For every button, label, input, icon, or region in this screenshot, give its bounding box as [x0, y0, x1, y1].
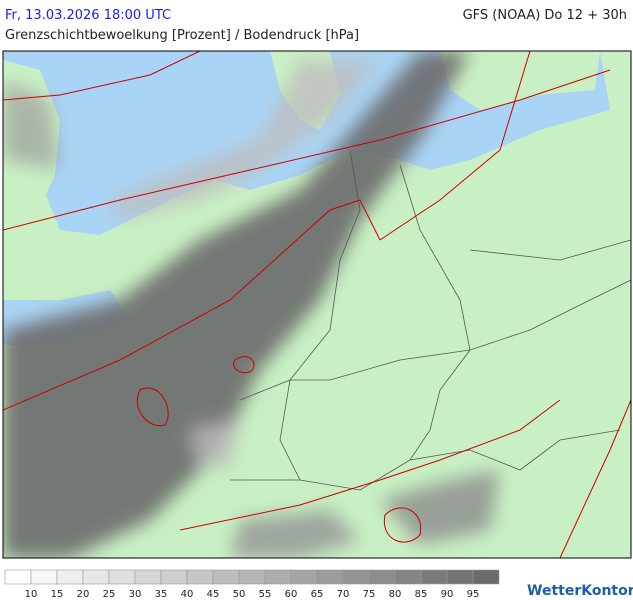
legend-label: 20 [77, 589, 90, 600]
legend-label: 85 [415, 589, 428, 600]
legend-swatch [290, 569, 318, 585]
brand: WetterKontor [527, 583, 633, 599]
legend-label: 50 [233, 589, 246, 600]
legend-swatch [56, 569, 84, 585]
legend: 10 15 20 25 30 35 40 45 50 55 60 65 70 75 80 85 90 95 [4, 569, 500, 600]
legend-label: 90 [441, 589, 454, 600]
legend-swatch [316, 569, 344, 585]
legend-swatch [160, 569, 188, 585]
legend-label: 65 [311, 589, 324, 600]
legend-label: 60 [285, 589, 298, 600]
legend-label: 45 [207, 589, 220, 600]
legend-swatch [420, 569, 448, 585]
legend-swatch [446, 569, 474, 585]
legend-swatch [4, 569, 32, 585]
forecast-time: Fr, 13.03.2026 18:00 UTC [5, 8, 171, 23]
legend-swatch [264, 569, 292, 585]
legend-label: 30 [129, 589, 142, 600]
cloud-cover [3, 51, 500, 558]
legend-swatch [212, 569, 240, 585]
legend-label: 55 [259, 589, 272, 600]
isobars [3, 51, 631, 558]
borders [230, 149, 631, 491]
model-run: GFS (NOAA) Do 12 + 30h [463, 8, 627, 23]
legend-swatch [134, 569, 162, 585]
legend-label: 40 [181, 589, 194, 600]
legend-label: 10 [25, 589, 38, 600]
legend-swatch [82, 569, 110, 585]
legend-label: 70 [337, 589, 350, 600]
legend-swatch [342, 569, 370, 585]
legend-swatch [394, 569, 422, 585]
legend-swatch [368, 569, 396, 585]
legend-swatch [108, 569, 136, 585]
legend-swatch [30, 569, 58, 585]
map-subtitle: Grenzschichtbewoelkung [Prozent] / Boden… [5, 28, 359, 43]
legend-swatch [238, 569, 266, 585]
land-sweden [440, 51, 600, 110]
legend-swatch [472, 569, 500, 585]
legend-label: 35 [155, 589, 168, 600]
legend-label: 15 [51, 589, 64, 600]
legend-label: 95 [467, 589, 480, 600]
legend-label: 80 [389, 589, 402, 600]
legend-label: 25 [103, 589, 116, 600]
map [2, 50, 632, 559]
legend-label: 75 [363, 589, 376, 600]
legend-swatch [186, 569, 214, 585]
map-frame [2, 50, 632, 559]
